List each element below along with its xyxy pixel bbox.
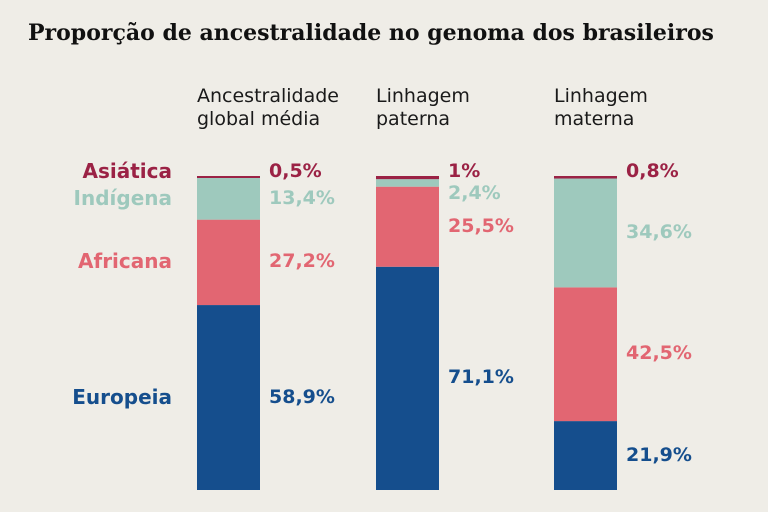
value-label-asiatica: 0,8% (626, 160, 679, 182)
column-header-line: Ancestralidade (197, 85, 339, 107)
column-header-line: Linhagem (376, 85, 470, 107)
column-header-global: Ancestralidade global média (197, 85, 339, 131)
value-label-europeia: 21,9% (626, 443, 692, 466)
bar-segment-indigena (197, 177, 260, 220)
bar-segment-europeia (376, 266, 439, 490)
value-label-indigena: 2,4% (448, 182, 501, 204)
bar-segment-asiatica (376, 176, 439, 180)
value-label-asiatica: 1% (448, 160, 481, 182)
bar-segment-africana (554, 287, 617, 422)
column-header-paterna: Linhagem paterna (376, 85, 470, 131)
column-header-line: Linhagem (554, 85, 648, 107)
value-label-europeia: 58,9% (269, 385, 335, 408)
value-label-africana: 42,5% (626, 342, 692, 365)
chart-title: Proporção de ancestralidade no genoma do… (28, 20, 714, 46)
bar-segment-europeia (197, 305, 260, 490)
bar-segment-indigena (376, 179, 439, 187)
column-header-line: global média (197, 108, 321, 130)
bar-segment-europeia (554, 421, 617, 490)
value-label-asiatica: 0,5% (269, 160, 322, 182)
bar-segment-asiatica (554, 176, 617, 179)
series-label-indigena: Indígena (73, 185, 172, 210)
series-label-africana: Africana (78, 249, 172, 274)
value-label-europeia: 71,1% (448, 366, 514, 389)
value-label-indigena: 13,4% (269, 186, 335, 209)
bar-segment-africana (197, 219, 260, 306)
column-header-materna: Linhagem materna (554, 85, 648, 131)
column-header-line: materna (554, 108, 635, 130)
value-label-africana: 25,5% (448, 214, 514, 237)
bar-segment-africana (376, 186, 439, 267)
column-header-line: paterna (376, 108, 451, 130)
series-label-asiatica: Asiática (82, 159, 172, 183)
value-label-africana: 27,2% (269, 250, 335, 273)
value-label-indigena: 34,6% (626, 220, 692, 243)
bar-segment-indigena (554, 178, 617, 288)
bar-segment-asiatica (197, 176, 260, 178)
series-label-europeia: Europeia (72, 384, 172, 409)
